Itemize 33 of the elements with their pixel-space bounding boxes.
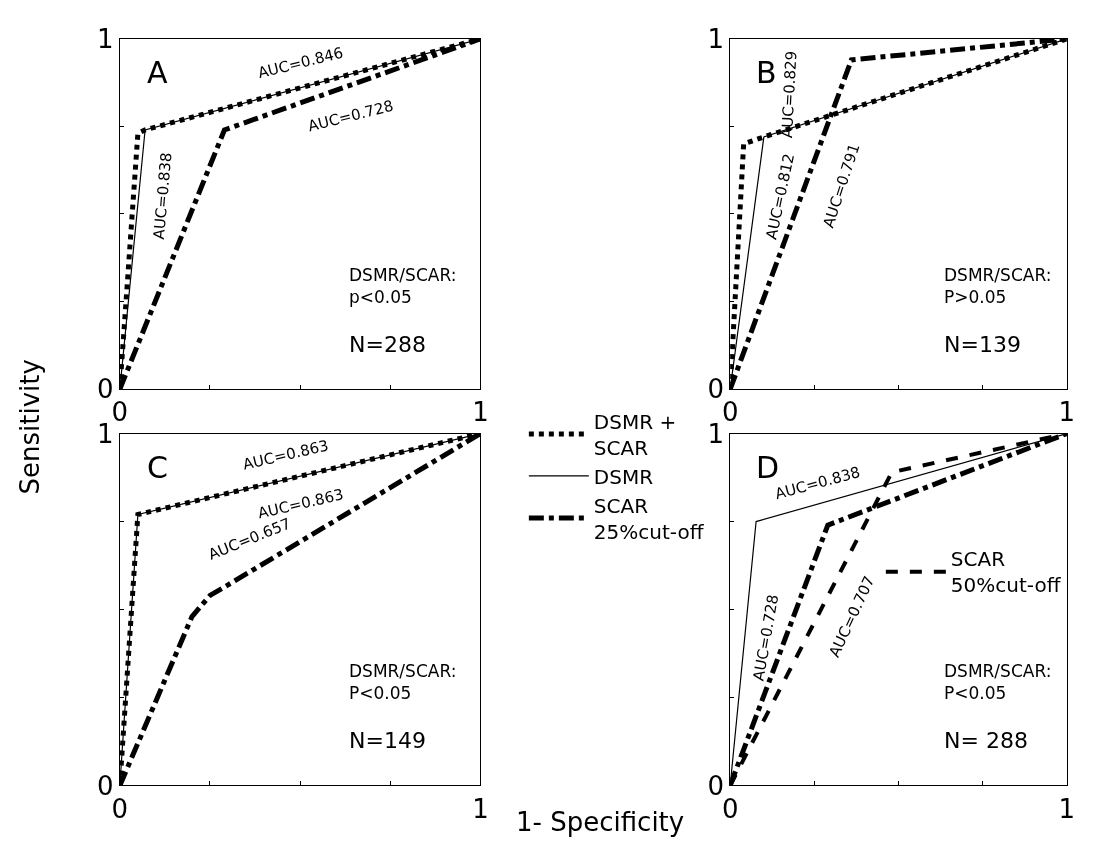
annotation: N=288 (349, 332, 426, 357)
y-tick-label: 0 (707, 374, 724, 405)
annotation: DSMR/SCAR: P<0.05 (944, 661, 1052, 704)
y-tick-label: 1 (707, 24, 724, 54)
annotation: DSMR/SCAR: P<0.05 (349, 661, 457, 704)
y-tick-label: 0 (97, 770, 114, 801)
text: D (756, 450, 780, 485)
text: B (756, 55, 777, 90)
x-tick-label: 1 (472, 397, 489, 428)
annotation: DSMR/SCAR: p<0.05 (349, 265, 457, 308)
annotation: AUC=0.728 (749, 593, 783, 683)
legend-label: SCAR 25%cut-off (593, 493, 705, 544)
legend-label: SCAR 50%cut-off (950, 547, 1062, 598)
y-tick-label: 1 (707, 418, 724, 449)
y-tick-label: 1 (97, 24, 114, 54)
annotation: DSMR/SCAR: P>0.05 (944, 265, 1052, 308)
legend-label: DSMR (593, 464, 654, 489)
x-tick-label: 1 (472, 793, 489, 824)
y-axis-title: Sensitivity (15, 359, 46, 495)
y-tick-label: 1 (97, 418, 114, 449)
x-tick-label: 1 (1058, 397, 1076, 428)
y-tick-label: 0 (707, 770, 724, 801)
text: A (147, 55, 168, 90)
annotation: AUC=0.829 (777, 50, 801, 139)
x-tick-label: 1 (1058, 793, 1076, 824)
x-axis-title: 1- Specificity (516, 807, 685, 837)
y-tick-label: 0 (97, 374, 114, 405)
annotation: AUC=0.838 (149, 151, 176, 241)
annotation: N=139 (944, 332, 1021, 357)
text: C (147, 450, 168, 485)
annotation: N=149 (349, 728, 426, 753)
legend-label: DSMR + SCAR (593, 409, 677, 460)
annotation: N= 288 (944, 728, 1028, 753)
